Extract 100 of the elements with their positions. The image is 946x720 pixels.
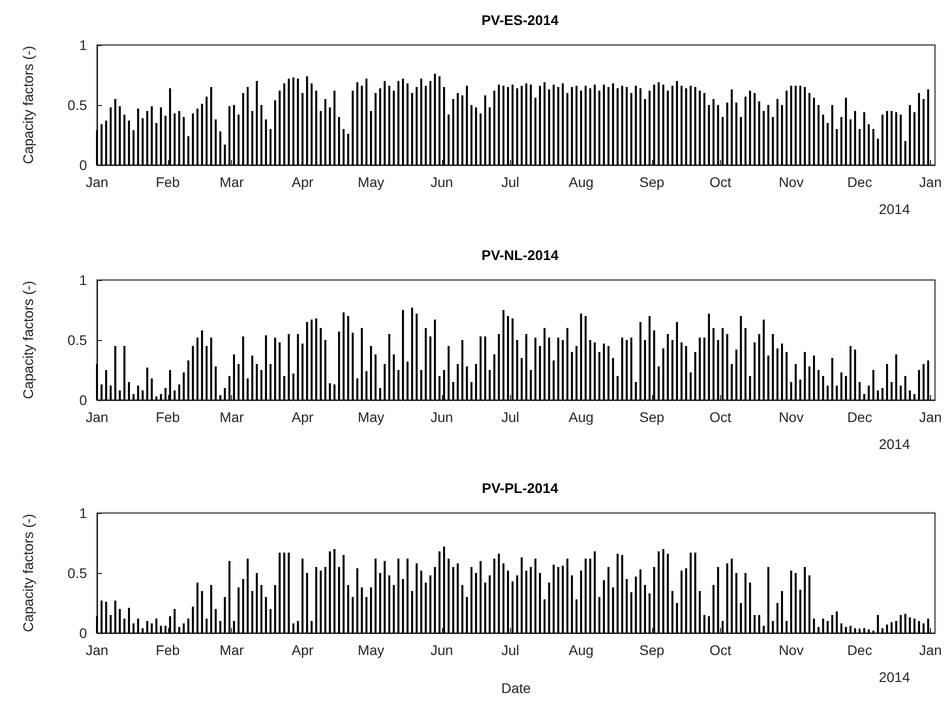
bar xyxy=(918,370,920,400)
bar xyxy=(538,346,541,400)
bar xyxy=(443,370,446,400)
bar xyxy=(698,591,701,633)
bar xyxy=(876,138,879,165)
bar xyxy=(913,618,916,633)
bar xyxy=(242,93,244,165)
bar xyxy=(424,582,427,633)
bar xyxy=(812,356,815,400)
bar xyxy=(228,561,230,633)
bar xyxy=(470,567,472,633)
bar xyxy=(584,558,587,633)
bar xyxy=(826,123,829,165)
bar xyxy=(922,99,925,165)
bar xyxy=(895,112,898,165)
bar xyxy=(886,624,888,633)
bar xyxy=(772,621,774,633)
bar xyxy=(840,117,842,165)
bar xyxy=(712,585,715,633)
bar xyxy=(461,585,464,633)
x-tick-label: Jan xyxy=(86,174,108,190)
bar xyxy=(525,83,528,165)
bar xyxy=(333,549,336,633)
bar xyxy=(612,358,614,400)
bar xyxy=(388,334,390,400)
bar xyxy=(822,618,824,633)
bar xyxy=(854,111,856,165)
bar xyxy=(904,376,906,400)
y-tick-label: 0.5 xyxy=(68,97,88,113)
bar xyxy=(538,86,541,165)
x-tick-label: Feb xyxy=(156,174,180,190)
bar xyxy=(264,119,267,165)
x-tick-label: Nov xyxy=(778,174,804,190)
bar xyxy=(488,575,491,633)
x-tick-label: Aug xyxy=(568,174,594,190)
x-tick-label: Aug xyxy=(568,409,594,425)
bar xyxy=(118,106,121,165)
bar xyxy=(772,117,774,165)
bar xyxy=(639,322,642,400)
x-tick-label: Apr xyxy=(292,174,314,190)
bar xyxy=(328,383,331,400)
bar xyxy=(352,90,354,165)
x-tick-label: Jul xyxy=(501,409,520,425)
bar xyxy=(630,592,632,633)
bar xyxy=(868,386,870,400)
bar xyxy=(320,570,322,633)
y-tick-label: 0 xyxy=(79,157,88,173)
bar xyxy=(712,99,715,165)
bar xyxy=(434,74,436,165)
bar xyxy=(324,567,326,633)
bar xyxy=(342,555,345,633)
bar xyxy=(804,352,806,400)
bar xyxy=(448,558,450,633)
bar xyxy=(123,346,126,400)
bar xyxy=(187,360,190,400)
bar xyxy=(292,623,294,633)
bar xyxy=(296,334,299,400)
bar xyxy=(178,384,180,400)
bar xyxy=(762,111,765,165)
bar xyxy=(288,334,290,400)
bar xyxy=(831,358,834,400)
bar xyxy=(594,551,596,633)
bar xyxy=(639,88,642,165)
bar xyxy=(530,567,532,633)
bar xyxy=(228,376,230,400)
bar xyxy=(110,615,112,633)
bar xyxy=(612,587,614,633)
bar xyxy=(544,82,546,165)
bar xyxy=(730,364,733,400)
bar xyxy=(100,600,103,633)
bar xyxy=(602,84,605,165)
bar xyxy=(576,346,578,400)
bar xyxy=(648,593,651,633)
bar xyxy=(169,370,172,400)
bar xyxy=(548,582,550,633)
bar xyxy=(836,611,838,633)
bar xyxy=(142,390,144,400)
bar xyxy=(283,552,286,633)
bar xyxy=(292,77,294,165)
bar xyxy=(260,585,262,633)
bar xyxy=(310,320,313,400)
bar xyxy=(703,93,706,165)
bar xyxy=(397,558,400,633)
bar xyxy=(406,362,409,400)
bar xyxy=(726,334,728,400)
bar xyxy=(776,603,778,633)
bar xyxy=(448,114,450,165)
bar xyxy=(384,81,386,165)
bar xyxy=(781,105,784,165)
bar xyxy=(420,78,422,165)
bar xyxy=(169,616,172,633)
x-tick-label: Apr xyxy=(292,642,314,658)
bar xyxy=(644,585,646,633)
chart-title: PV-ES-2014 xyxy=(481,12,559,28)
x-tick-label: Dec xyxy=(847,409,872,425)
bar xyxy=(717,567,720,633)
bar xyxy=(808,366,810,400)
bar xyxy=(772,334,774,400)
y-axis-title: Capacity factors (-) xyxy=(20,514,36,632)
bar xyxy=(786,621,788,633)
